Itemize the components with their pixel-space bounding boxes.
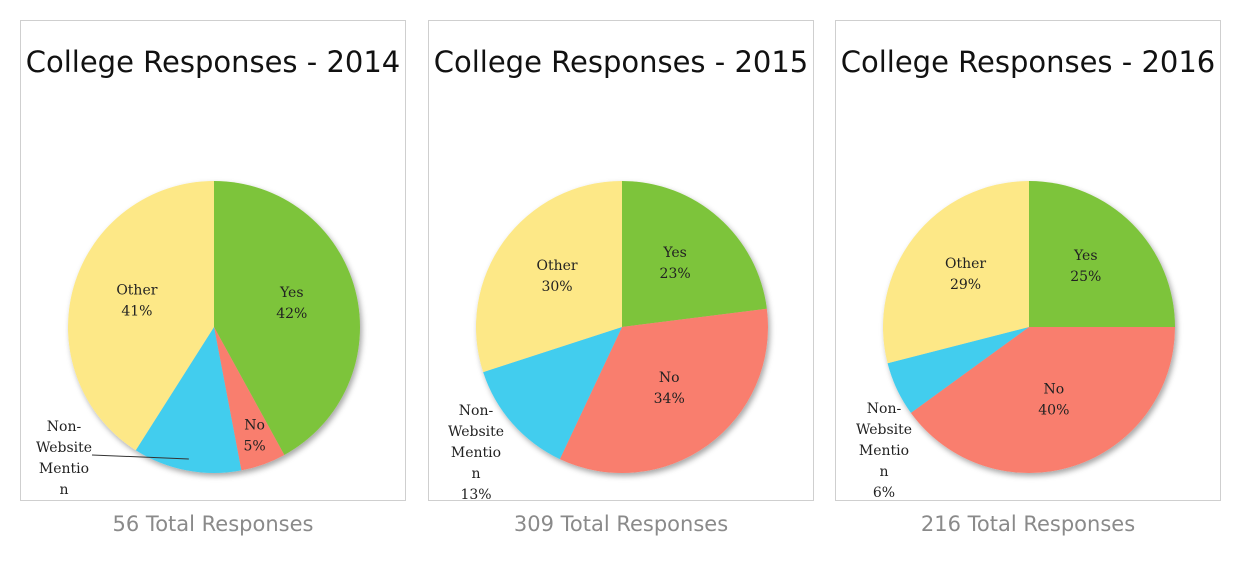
pie-slice-other — [883, 181, 1029, 364]
total-responses-caption: 216 Total Responses — [920, 512, 1136, 536]
chart-panel-2015: College Responses - 2015 Yes 23% No 34% Non-… — [428, 20, 814, 502]
pie-slice-non-website-mention — [887, 327, 1029, 413]
pie-slice-non-website-mention — [135, 327, 242, 473]
chart-panel-2014: College Responses - 2014 Yes 42% No 5% Non-W… — [20, 20, 406, 501]
pie-slice-other — [476, 181, 622, 373]
chart-panel-2016: College Responses - 2016 Yes 25% No 40% Non-… — [835, 20, 1221, 501]
slice-label-non-website-mention: Non-Website Mentio n 6% — [856, 401, 912, 501]
slice-label-no: No 34% — [654, 370, 685, 407]
chart-title: College Responses - 2015 — [433, 45, 809, 79]
slice-label-yes: Yes 23% — [660, 245, 691, 282]
total-responses-caption: 309 Total Responses — [513, 512, 729, 536]
slice-label-no: No 40% — [1038, 381, 1069, 418]
chart-title: College Responses - 2016 — [840, 45, 1216, 79]
total-responses-caption: 56 Total Responses — [112, 512, 314, 536]
slice-label-non-website-mention: Non-Website Mentio n 13% — [448, 403, 504, 502]
slice-label-non-website-mention: Non-WebsiteMention12% — [36, 419, 92, 502]
pie-slice-yes — [1029, 181, 1175, 327]
pie-slice-no — [559, 308, 768, 473]
slice-label-yes: Yes 42% — [276, 285, 307, 322]
pie-slice-other — [67, 181, 214, 451]
slice-label-yes: Yes 25% — [1070, 248, 1101, 285]
pie-chart-2015: Yes 23% No 34% Non-Website Mentio n 13% Other 30% — [448, 181, 768, 502]
pie-slice-yes — [622, 181, 767, 327]
leader-line — [91, 454, 189, 460]
pie-slice-non-website-mention — [483, 327, 622, 460]
pie-slice-no — [214, 327, 285, 471]
chart-title: College Responses - 2014 — [25, 45, 401, 79]
pie-slice-no — [910, 327, 1175, 473]
slice-label-other: Other 30% — [536, 258, 577, 295]
slice-label-no: No 5% — [243, 418, 265, 455]
pie-slice-yes — [214, 181, 360, 455]
pie-chart-2016: Yes 25% No 40% Non-Website Mentio n 6% Other 29% — [856, 181, 1175, 501]
slice-label-other: Other 29% — [945, 256, 986, 293]
slice-label-other: Other 41% — [116, 283, 157, 320]
